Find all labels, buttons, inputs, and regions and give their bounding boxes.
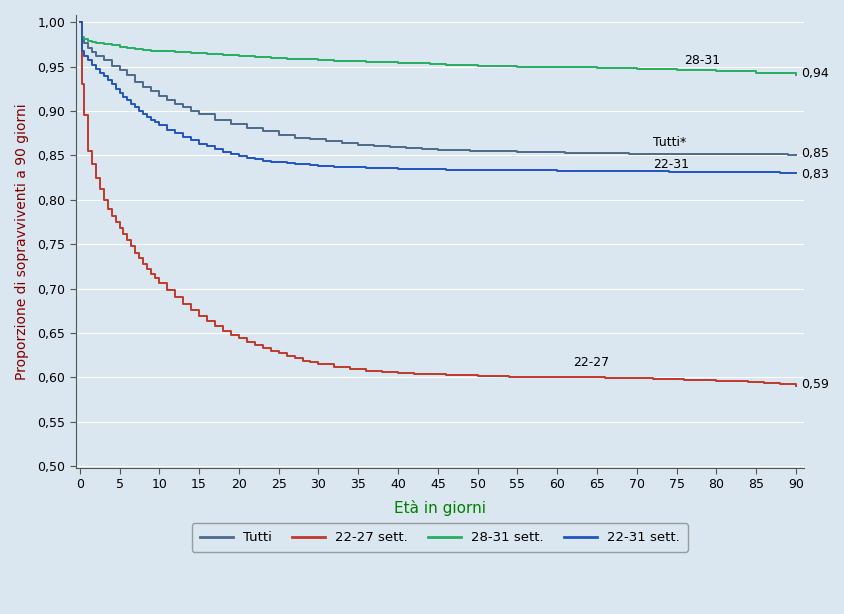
Text: 0,85: 0,85 [801, 147, 829, 160]
Text: 22-27: 22-27 [573, 356, 609, 369]
Text: 0,59: 0,59 [801, 378, 829, 391]
Y-axis label: Proporzione di sopravviventi a 90 giorni: Proporzione di sopravviventi a 90 giorni [15, 103, 29, 380]
X-axis label: Età in giorni: Età in giorni [394, 500, 486, 516]
Text: 28-31: 28-31 [684, 54, 721, 67]
Text: 0,94: 0,94 [801, 67, 829, 80]
Text: 22-31: 22-31 [652, 158, 689, 171]
Legend: Tutti, 22-27 sett., 28-31 sett., 22-31 sett.: Tutti, 22-27 sett., 28-31 sett., 22-31 s… [192, 523, 688, 552]
Text: Tutti*: Tutti* [652, 136, 686, 149]
Text: 0,83: 0,83 [801, 168, 829, 181]
